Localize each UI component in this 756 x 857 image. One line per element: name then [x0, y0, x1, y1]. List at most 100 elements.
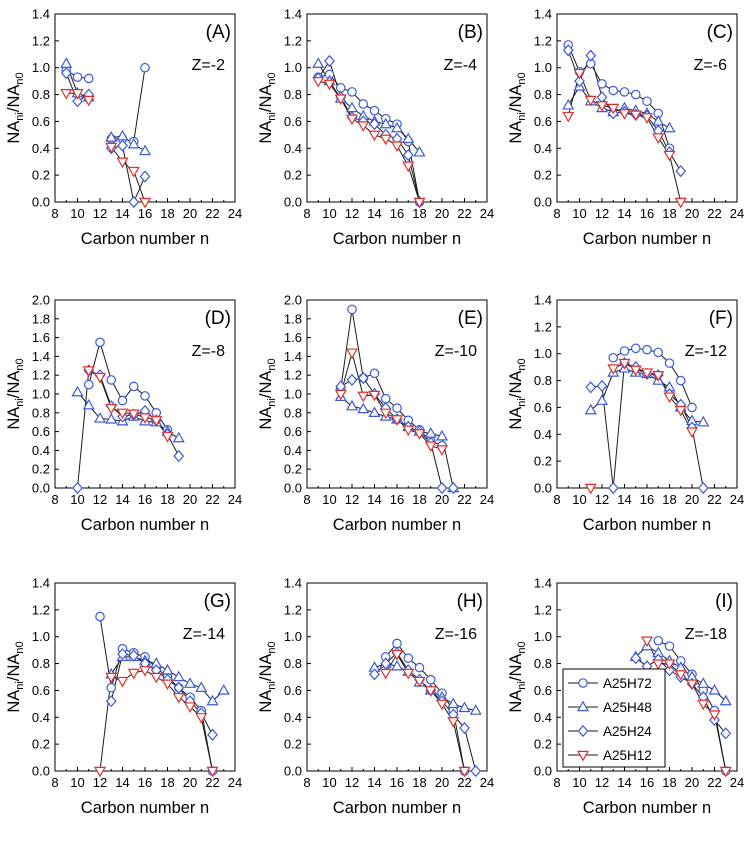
- data-point-a25h72: [83, 379, 94, 390]
- y-tick-label: 0.2: [284, 737, 302, 752]
- data-point-a25h72: [608, 352, 619, 363]
- data-point-a25h72: [403, 653, 414, 663]
- data-point-a25h12: [116, 408, 129, 420]
- y-axis-label-part: NA: [507, 407, 525, 430]
- x-tick-label: 8: [51, 206, 58, 221]
- x-tick-label: 20: [685, 775, 699, 790]
- data-point-a25h12: [435, 699, 449, 711]
- x-axis-label: Carbon number n: [333, 799, 461, 817]
- data-point-a25h48: [206, 694, 219, 706]
- data-point-a25h12: [685, 679, 699, 691]
- data-point-a25h12: [402, 425, 415, 437]
- x-tick-label: 18: [160, 775, 174, 790]
- data-point-a25h24: [596, 91, 608, 104]
- x-tick-label: 22: [205, 775, 219, 790]
- x-tick-label: 16: [640, 492, 654, 507]
- y-axis-label: NAni/NAn0: [5, 641, 26, 712]
- y-axis-label-subscript: ni: [516, 681, 528, 690]
- x-tick-label: 16: [138, 206, 152, 221]
- x-tick-label: 22: [205, 492, 219, 507]
- y-axis-label-part: NA: [507, 690, 525, 713]
- x-tick-label: 14: [617, 206, 631, 221]
- data-point-a25h48: [390, 659, 404, 671]
- y-tick-label: 0.6: [534, 400, 552, 415]
- x-tick-label: 10: [322, 492, 336, 507]
- y-tick-label: 1.4: [284, 576, 302, 591]
- data-point-a25h72: [106, 375, 117, 385]
- data-point-a25h12: [93, 766, 107, 778]
- y-tick-label: 0.0: [284, 481, 302, 496]
- series-line-a25h24: [110, 653, 213, 735]
- data-point-a25h24: [459, 721, 470, 735]
- data-point-a25h72: [642, 96, 652, 107]
- y-axis-label-part: NA: [5, 407, 23, 430]
- y-tick-label: 0.2: [284, 168, 302, 183]
- chart-panel-g: 8 10 12 14 16 18 20 22 24 0.0 0.2 0.4 0.6 0.8 1.0 1.2 1.…: [5, 576, 242, 818]
- data-point-a25h48: [652, 115, 665, 126]
- data-point-a25h48: [183, 677, 197, 688]
- y-tick-label: 1.4: [284, 7, 302, 22]
- y-tick-label: 1.0: [534, 629, 552, 644]
- x-tick-label: 10: [572, 206, 586, 221]
- y-axis-label-subscript: n0: [516, 358, 528, 370]
- y-tick-label: 1.4: [534, 293, 552, 308]
- data-point-a25h12: [719, 766, 732, 778]
- x-tick-label: 16: [138, 775, 152, 790]
- data-point-a25h72: [128, 381, 139, 392]
- x-tick-label: 22: [457, 206, 471, 221]
- x-tick-label: 18: [662, 206, 676, 221]
- x-tick-label: 14: [617, 775, 631, 790]
- panel-label: (G): [204, 591, 231, 612]
- data-point-a25h48: [161, 663, 174, 675]
- data-point-a25h24: [369, 668, 380, 681]
- y-axis-label-part: /NA: [507, 654, 525, 682]
- data-point-a25h12: [127, 166, 140, 178]
- y-tick-label: 0.6: [534, 683, 552, 698]
- data-point-a25h24: [72, 95, 83, 108]
- panel-label: (A): [206, 22, 231, 43]
- series-line-a25h72: [567, 44, 670, 149]
- chart-panel-i: 8 10 12 14 16 18 20 22 24 0.0 0.2 0.4 0.6 0.8 1.0 1.2 1.…: [507, 576, 744, 818]
- y-axis-label-part: /NA: [507, 371, 525, 399]
- x-tick-label: 8: [553, 206, 560, 221]
- data-point-a25h12: [161, 432, 174, 443]
- x-tick-label: 10: [70, 775, 84, 790]
- y-tick-label: 0.4: [534, 710, 552, 725]
- y-axis-label-subscript: n0: [14, 358, 26, 370]
- panel-title: Z=-2: [192, 57, 225, 74]
- data-point-a25h72: [347, 87, 357, 97]
- data-point-a25h24: [60, 66, 72, 80]
- data-point-a25h48: [697, 415, 710, 427]
- y-axis-label: NAni/NAn0: [507, 72, 528, 143]
- data-point-a25h48: [719, 694, 732, 706]
- y-tick-label: 0.4: [32, 141, 50, 156]
- data-point-a25h72: [83, 73, 94, 84]
- x-tick-label: 24: [480, 492, 494, 507]
- data-point-a25h48: [435, 429, 449, 441]
- data-point-a25h12: [323, 79, 336, 91]
- data-point-a25h72: [335, 83, 346, 93]
- series-line-a25h48: [567, 85, 670, 129]
- y-axis-label-subscript: n0: [14, 72, 26, 84]
- y-tick-label: 0.0: [284, 195, 302, 210]
- x-tick-label: 24: [730, 206, 744, 221]
- y-tick-label: 0.8: [284, 87, 302, 102]
- y-tick-label: 0.4: [32, 443, 50, 458]
- y-axis-label-part: NA: [5, 121, 23, 144]
- data-point-a25h12: [685, 427, 699, 439]
- data-point-a25h12: [424, 686, 437, 697]
- y-tick-label: 0.2: [32, 462, 50, 477]
- data-point-a25h12: [150, 416, 163, 427]
- x-tick-label: 12: [345, 775, 359, 790]
- data-point-a25h24: [630, 652, 642, 665]
- y-tick-label: 0.8: [284, 656, 302, 671]
- y-tick-label: 0.0: [284, 764, 302, 779]
- panel-label: (H): [457, 591, 483, 612]
- data-point-a25h48: [105, 131, 118, 142]
- data-point-a25h12: [435, 445, 449, 456]
- data-point-a25h48: [402, 132, 415, 144]
- x-tick-label: 18: [412, 775, 426, 790]
- y-axis-label-part: /NA: [5, 85, 23, 113]
- y-tick-label: 1.2: [284, 602, 302, 617]
- x-tick-label: 20: [435, 775, 449, 790]
